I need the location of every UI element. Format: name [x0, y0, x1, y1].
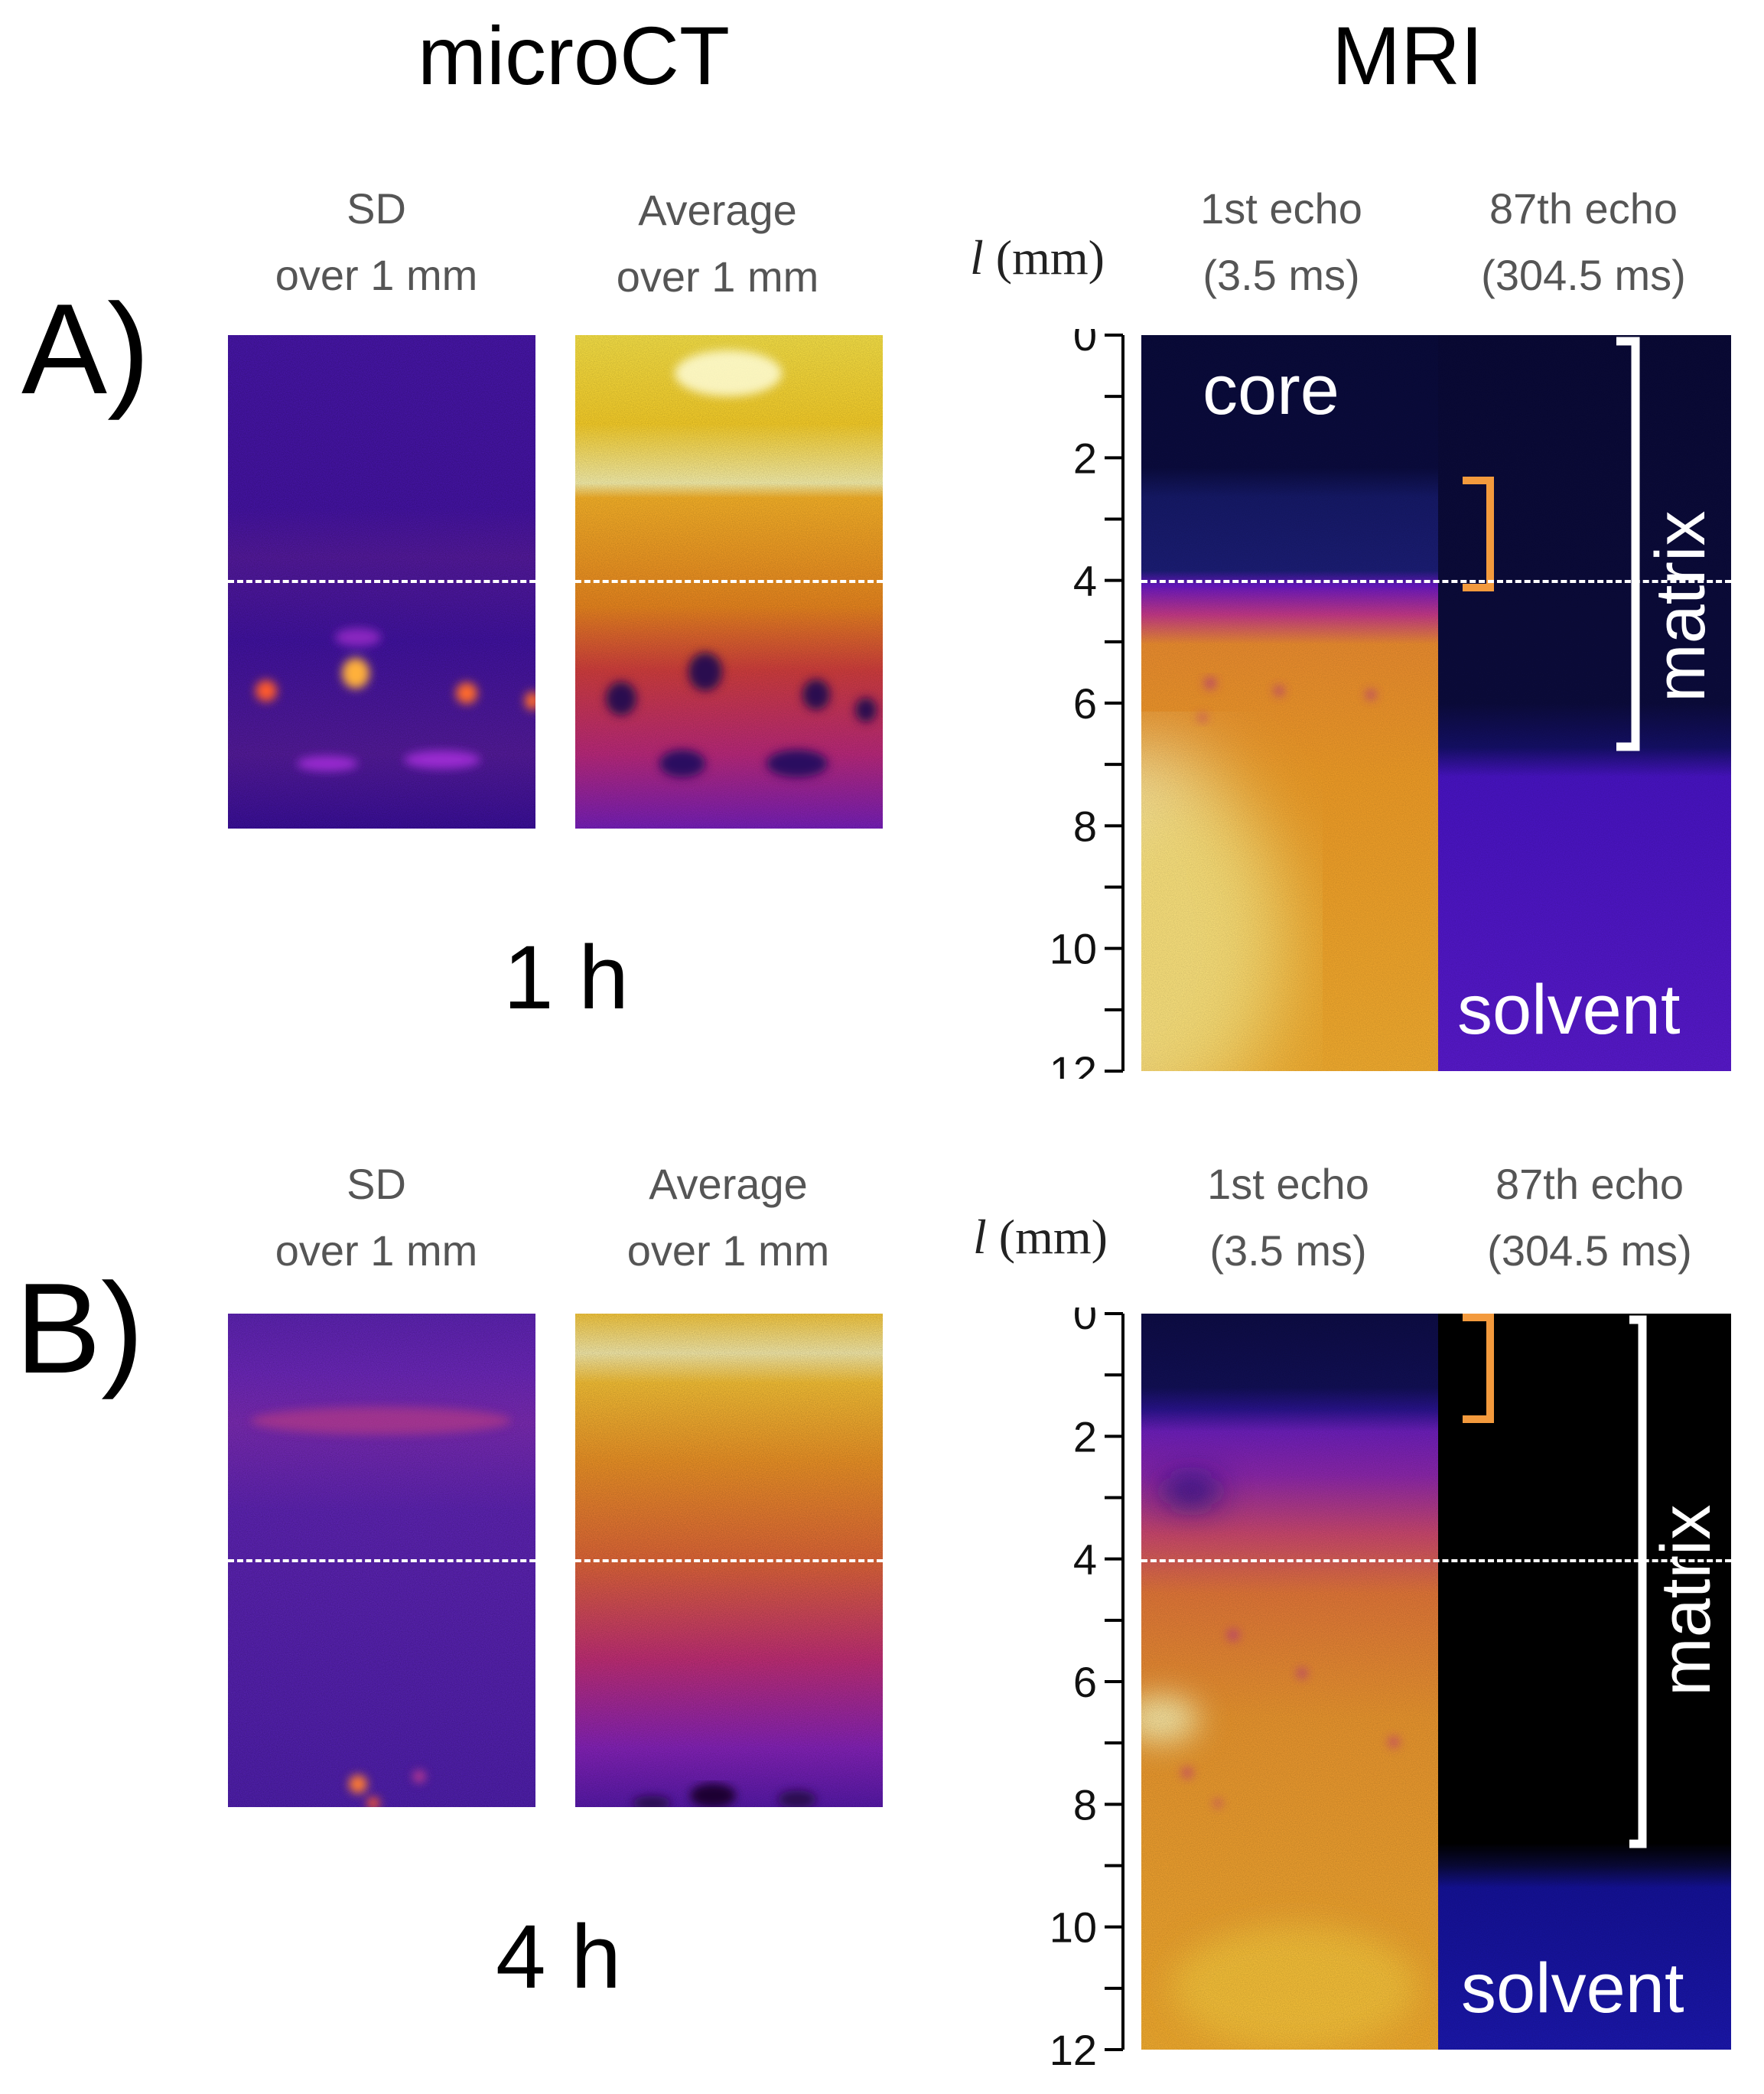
caption-1st-echo-a: 1st echo (3.5 ms): [1128, 176, 1434, 309]
caption-line: 87th echo: [1495, 1160, 1684, 1208]
mri-87th-echo-image-b: matrix solvent: [1438, 1314, 1731, 2050]
caption-line: Average: [649, 1160, 808, 1208]
caption-line: 87th echo: [1489, 184, 1678, 233]
caption-line: over 1 mm: [275, 250, 478, 299]
dashed-line-4mm: [228, 580, 883, 583]
caption-1st-echo-b: 1st echo (3.5 ms): [1135, 1151, 1441, 1285]
panel-label-b: B): [15, 1256, 144, 1400]
axis-tick-label: 4: [1073, 1535, 1097, 1584]
caption-line: (304.5 ms): [1487, 1226, 1692, 1275]
region-label-solvent-a: solvent: [1457, 971, 1681, 1049]
axis-tick-label: 0: [1073, 329, 1097, 360]
axis-tick-label: 8: [1073, 1780, 1097, 1829]
caption-line: (304.5 ms): [1481, 250, 1686, 299]
axis-tick-label: 8: [1073, 802, 1097, 850]
axis-tick-label: 6: [1073, 679, 1097, 728]
mri-axis-b: 0 2 4 6 8 10 12: [1040, 1290, 1132, 2074]
mri-1st-echo-image-a: core: [1141, 335, 1438, 1071]
caption-sd-a: SD over 1 mm: [223, 176, 529, 309]
orange-bracket-b: [1463, 1314, 1494, 1423]
mri-1st-echo-image-b: [1141, 1314, 1438, 2050]
mri-axis-a: 0 2 4 6 8 10 12: [1040, 311, 1132, 1096]
caption-sd-b: SD over 1 mm: [223, 1151, 529, 1285]
dashed-line-4mm: [1141, 1559, 1731, 1562]
axis-svg: 0 2 4 6 8 10 12: [1050, 1290, 1124, 2074]
caption-line: (3.5 ms): [1209, 1226, 1367, 1275]
axis-tick-label: 12: [1050, 1047, 1097, 1079]
axis-label-b: l (mm): [973, 1209, 1108, 1265]
axis-tick-label: 4: [1073, 557, 1097, 605]
dashed-line-4mm: [1141, 580, 1731, 583]
caption-line: over 1 mm: [627, 1226, 830, 1275]
caption-line: 1st echo: [1207, 1160, 1369, 1208]
axis-label-a: l (mm): [970, 230, 1105, 286]
caption-line: over 1 mm: [616, 252, 819, 301]
orange-bracket-a: [1463, 477, 1494, 591]
axis-tick-label: 6: [1073, 1658, 1097, 1706]
caption-line: over 1 mm: [275, 1226, 478, 1275]
axis-tick-label: 2: [1073, 434, 1097, 482]
axis-tick-label: 10: [1050, 1903, 1097, 1952]
axis-tick-label: 0: [1073, 1308, 1097, 1338]
caption-line: Average: [638, 186, 797, 234]
region-label-matrix-b: matrix: [1647, 1504, 1725, 1696]
panel-label-a: A): [21, 277, 150, 421]
region-label-solvent-b: solvent: [1461, 1949, 1684, 2027]
caption-87th-echo-a: 87th echo (304.5 ms): [1430, 176, 1736, 309]
axis-variable: l: [970, 230, 984, 285]
microct-title: microCT: [418, 9, 730, 102]
matrix-bracket-a: [1616, 337, 1640, 751]
caption-average-a: Average over 1 mm: [565, 177, 871, 311]
axis-unit: (mm): [983, 230, 1105, 285]
axis-variable: l: [973, 1210, 987, 1264]
caption-line: (3.5 ms): [1203, 250, 1360, 299]
mri-title: MRI: [1332, 9, 1483, 102]
caption-line: SD: [347, 1160, 406, 1208]
time-label-b: 4 h: [495, 1907, 622, 2008]
axis-svg: 0 2 4 6 8 10 12: [1050, 311, 1124, 1096]
dashed-line-4mm: [228, 1559, 883, 1562]
caption-line: SD: [347, 184, 406, 233]
axis-unit: (mm): [986, 1210, 1108, 1264]
time-label-a: 1 h: [503, 927, 630, 1028]
mri-87th-echo-image-a: matrix solvent: [1438, 335, 1731, 1071]
axis-tick-label: 10: [1050, 925, 1097, 973]
caption-87th-echo-b: 87th echo (304.5 ms): [1437, 1151, 1743, 1285]
axis-tick-label: 12: [1050, 2026, 1097, 2065]
axis-tick-label: 2: [1073, 1412, 1097, 1461]
region-label-matrix-a: matrix: [1642, 510, 1720, 702]
caption-line: 1st echo: [1200, 184, 1362, 233]
region-label-core: core: [1203, 351, 1339, 429]
matrix-bracket-b: [1629, 1315, 1647, 1848]
caption-average-b: Average over 1 mm: [575, 1151, 881, 1285]
